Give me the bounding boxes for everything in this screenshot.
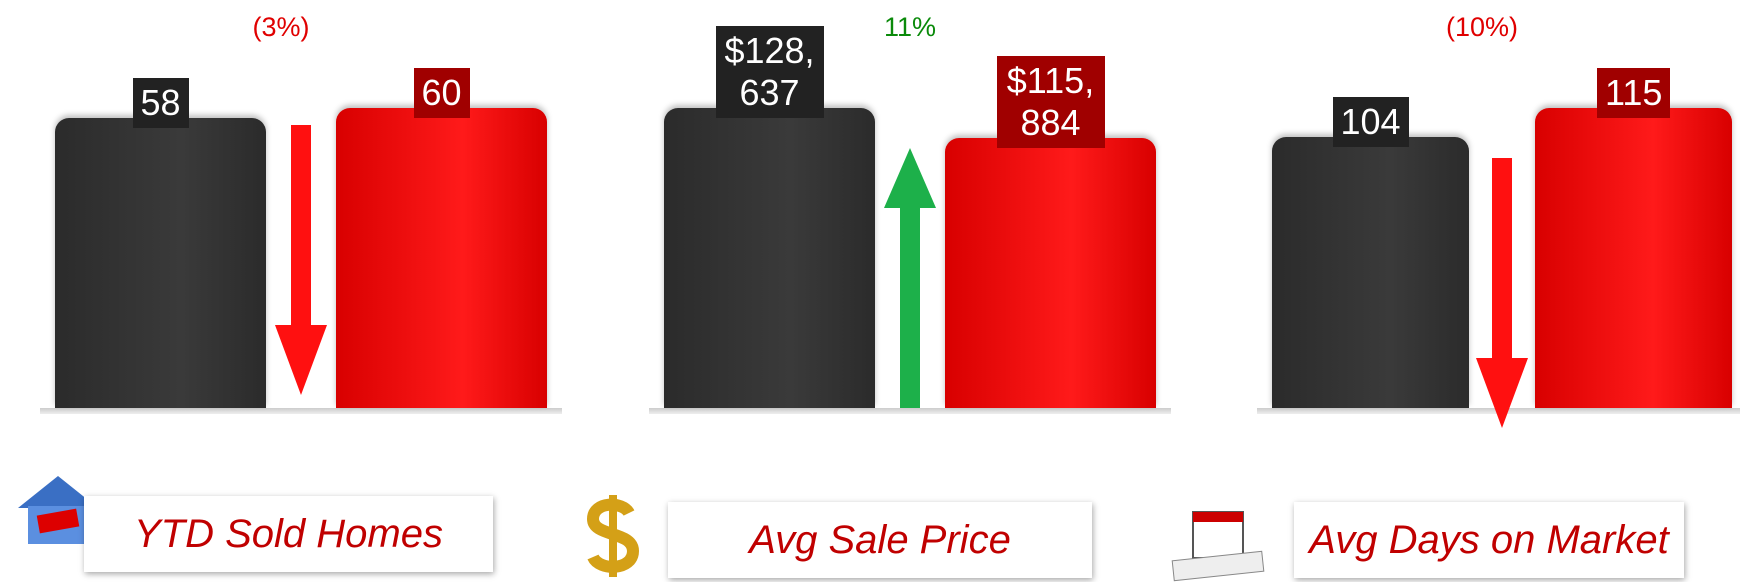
change-label: (10%) [1445, 12, 1519, 42]
value-label: 58 [132, 78, 189, 128]
caption: YTD Sold Homes [84, 496, 493, 572]
bar [1272, 136, 1469, 408]
arrow [275, 125, 327, 395]
value-label: $115,884 [996, 55, 1105, 148]
value-label: 115 [1597, 68, 1671, 118]
bar [336, 108, 547, 408]
value-label: 104 [1332, 96, 1409, 147]
caption: Avg Days on Market [1294, 502, 1684, 578]
caption: Avg Sale Price [668, 502, 1092, 578]
value-label: $128,637 [715, 26, 824, 118]
bar [945, 137, 1156, 408]
change-label: (3%) [252, 12, 310, 42]
bar [1535, 108, 1732, 408]
house-icon [18, 476, 98, 544]
calendar-icon [1171, 511, 1265, 582]
dollar-icon [586, 495, 640, 577]
change-label: 11% [883, 12, 937, 42]
arrow [884, 148, 936, 408]
bar [55, 118, 266, 408]
value-label: 60 [413, 68, 470, 118]
baseline [649, 408, 1171, 414]
baseline [40, 408, 562, 414]
arrow [1476, 158, 1528, 428]
bar [664, 108, 875, 408]
